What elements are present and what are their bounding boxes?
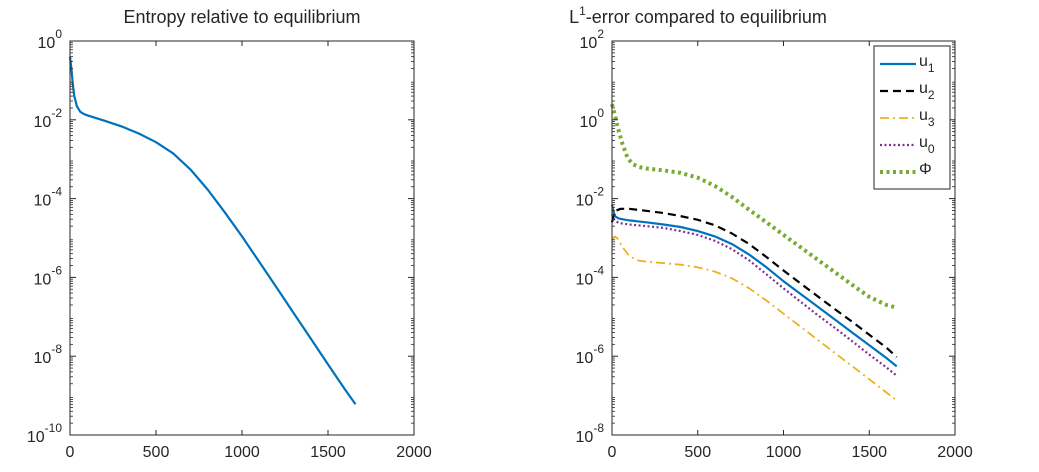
series-line-2 [611,235,898,402]
legend-label: u1 [919,53,935,75]
x-tick-label: 2000 [396,444,432,461]
l1-error-chart-ticks: 0 500 1000 1500 2000 102 100 10-2 10-4 10-6 10-8 [576,27,973,461]
y-tick-label: 10-8 [576,421,605,446]
x-tick-label: 2000 [937,444,973,461]
series-line-1 [610,207,898,358]
x-tick-label: 1500 [851,444,887,461]
series-line-3 [610,213,898,377]
l1-error-chart-lines [610,103,898,402]
y-tick-label: 10-10 [27,421,62,446]
x-tick-label: 1000 [224,444,260,461]
y-tick-label: 102 [580,27,605,52]
l1-error-chart: L1-error compared to equilibrium 0 500 100… [569,4,973,461]
l1-error-chart-title: L1-error compared to equilibrium [569,4,827,27]
x-tick-label: 500 [684,444,711,461]
entropy-chart-lines [68,56,357,405]
entropy-chart-title: Entropy relative to equilibrium [123,7,360,27]
entropy-chart-ticks: 0 500 1000 1500 2000 100 10-2 10-4 10-6 10-8 10-10 [27,27,432,461]
x-tick-label: 0 [66,444,75,461]
legend-label: u2 [919,80,935,102]
series-line-0 [68,56,357,405]
x-tick-label: 1000 [766,444,802,461]
series-line-0 [610,204,898,368]
y-tick-label: 10-4 [34,185,63,210]
l1-error-title-sup: 1 [579,4,586,18]
y-tick-label: 10-2 [34,106,63,131]
l1-error-title-main: L [569,7,579,27]
legend: u1 u2 u3 u0 Φ [873,45,951,190]
x-tick-label: 0 [608,444,617,461]
legend-label: Φ [919,161,932,178]
x-tick-label: 1500 [310,444,346,461]
legend-label: u0 [919,134,935,156]
y-tick-label: 100 [38,27,63,52]
y-tick-label: 10-2 [576,185,605,210]
legend-label: u3 [919,107,935,129]
y-tick-label: 10-8 [34,342,63,367]
series-line-4 [610,103,898,310]
y-tick-label: 10-6 [34,263,63,288]
l1-error-title-rest: -error compared to equilibrium [586,7,827,27]
y-tick-label: 100 [580,106,605,131]
x-tick-label: 500 [143,444,170,461]
entropy-chart: Entropy relative to equilibrium 0 500 1000… [27,7,432,461]
y-tick-label: 10-4 [576,263,605,288]
y-tick-label: 10-6 [576,342,605,367]
